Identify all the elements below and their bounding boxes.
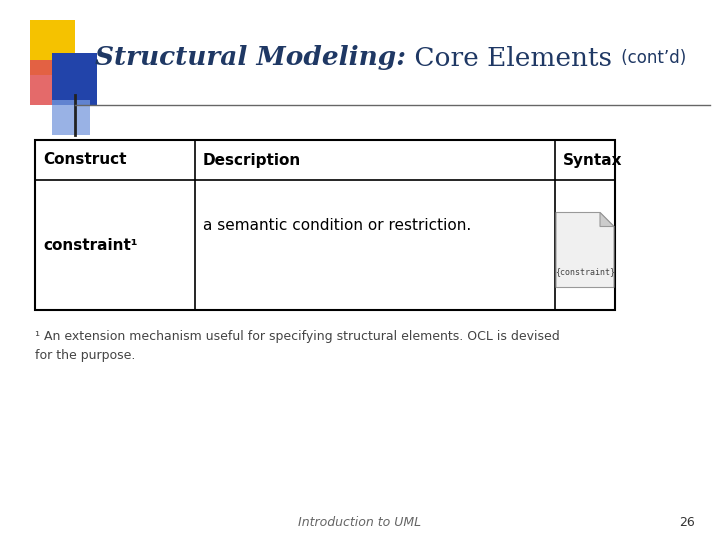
Text: Description: Description	[203, 152, 301, 167]
Text: Syntax: Syntax	[563, 152, 623, 167]
Polygon shape	[556, 213, 614, 287]
Text: Core Elements: Core Elements	[406, 45, 612, 71]
Text: Construct: Construct	[43, 152, 127, 167]
Text: constraint¹: constraint¹	[43, 238, 138, 253]
Text: a semantic condition or restriction.: a semantic condition or restriction.	[203, 218, 472, 233]
Text: 26: 26	[679, 516, 695, 529]
Bar	[30, 20, 75, 75]
Bar	[52, 53, 97, 105]
Bar	[35, 140, 615, 310]
Bar	[52, 100, 90, 135]
Text: Structural Modeling:: Structural Modeling:	[95, 45, 406, 71]
Bar	[30, 60, 72, 105]
Text: (cont’d): (cont’d)	[616, 49, 686, 67]
Text: ¹ An extension mechanism useful for specifying structural elements. OCL is devis: ¹ An extension mechanism useful for spec…	[35, 330, 559, 362]
Polygon shape	[600, 213, 614, 226]
Text: Introduction to UML: Introduction to UML	[298, 516, 422, 529]
Text: {constraint}: {constraint}	[555, 267, 615, 276]
